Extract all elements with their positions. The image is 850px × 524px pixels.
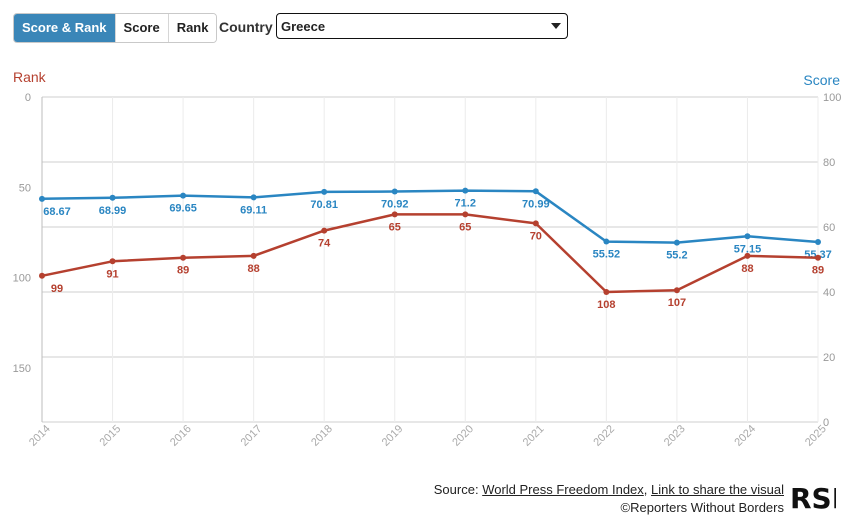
rank-point [744,252,751,259]
rank-point [250,252,257,259]
score-point [391,188,398,195]
rank-tick-label: 0 [25,92,31,104]
source-prefix: Source: [433,482,483,497]
score-tick-label: 20 [823,352,835,364]
rsf-logo: RSF [790,482,836,513]
rank-data-label: 88 [741,263,753,275]
rank-point [815,254,821,261]
rank-point [462,211,469,218]
footer-separator: , [643,482,652,497]
score-data-label: 55.52 [593,249,621,261]
score-axis-title: Score [803,72,840,88]
score-point [673,239,680,246]
score-data-label: 68.99 [99,205,127,217]
footer-copyright: ©Reporters Without Borders [620,500,784,515]
rank-tick-label: 50 [19,182,31,194]
score-tick-label: 100 [823,92,841,104]
country-select[interactable]: Greece [276,13,568,39]
score-tick-label: 0 [823,417,829,429]
rank-axis-title: Rank [13,69,47,85]
score-data-label: 71.2 [455,198,476,210]
rank-data-label: 65 [459,221,471,233]
x-tick-label: 2017 [239,423,265,449]
rank-point [673,287,680,294]
score-point [462,187,469,194]
rank-tick-label: 150 [13,363,31,375]
x-tick-label: 2020 [450,423,476,449]
footer-source: Source: World Press Freedom Index, Link … [434,482,784,497]
x-tick-label: 2015 [98,423,124,449]
rank-data-label: 89 [177,265,189,277]
rank-data-label: 99 [51,283,63,295]
score-data-label: 68.67 [43,206,71,218]
score-data-label: 57.15 [734,243,762,255]
x-tick-label: 2014 [27,423,53,449]
x-tick-label: 2024 [732,423,758,449]
rank-point [603,289,610,295]
score-tick-label: 40 [823,287,835,299]
rank-data-label: 74 [318,238,331,250]
share-link[interactable]: Link to share the visual [651,482,784,497]
x-tick-label: 2019 [380,423,406,449]
score-tick-label: 80 [823,157,835,169]
score-data-label: 70.92 [381,199,409,211]
x-tick-label: 2023 [662,423,688,449]
country-label: Country [219,19,273,35]
rank-point [532,220,539,227]
score-point [744,233,751,240]
chevron-down-icon [551,23,561,29]
score-point [603,238,610,245]
score-rank-chart: 0 50 100 150 0 20 40 60 80 100 Rank Score 2014 2015 20… [13,69,842,449]
score-tick-label: 60 [823,222,835,234]
view-tabs: Score & Rank Score Rank [13,13,218,43]
rank-series-line [41,213,819,294]
score-point [532,188,539,195]
rank-data-label: 108 [597,299,615,311]
rank-point [391,211,398,218]
score-point [321,188,328,195]
rank-data-label: 88 [248,263,260,275]
rank-point [109,258,116,265]
country-selected-value: Greece [281,19,326,34]
score-data-label: 55.2 [666,250,687,262]
x-tick-label: 2022 [591,423,617,449]
rsf-logo-text: RSF [790,482,836,513]
tab-rank[interactable]: Rank [168,14,217,42]
tab-score-and-rank[interactable]: Score & Rank [14,14,116,42]
x-tick-label: 2018 [309,423,335,449]
score-point [39,195,45,202]
rank-point [321,227,328,234]
tab-score[interactable]: Score [115,14,169,42]
score-point [180,192,187,199]
rank-data-label: 107 [668,297,686,309]
rank-point [39,272,45,279]
x-tick-label: 2021 [521,423,547,449]
rank-data-label: 65 [389,221,401,233]
source-link[interactable]: World Press Freedom Index [482,482,644,497]
score-data-label: 70.81 [310,199,338,211]
score-series-line [41,189,819,244]
rank-data-label: 91 [106,268,118,280]
score-data-label: 69.11 [240,204,267,216]
rank-tick-label: 100 [13,273,31,285]
score-point [109,194,116,201]
x-tick-label: 2016 [168,423,194,449]
rank-data-label: 70 [530,230,542,242]
score-point [815,239,821,246]
score-data-label: 70.99 [522,198,550,210]
rank-data-label: 89 [812,265,824,277]
score-data-label: 69.65 [169,203,197,215]
rank-point [180,254,187,261]
score-point [250,194,257,201]
